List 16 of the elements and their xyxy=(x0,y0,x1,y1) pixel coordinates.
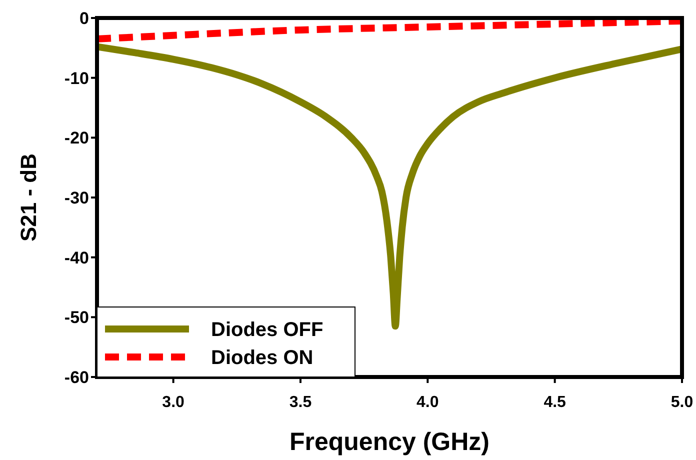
y-tick-label: -30 xyxy=(64,188,89,208)
y-tick-label: -40 xyxy=(64,248,89,268)
x-tick-label: 5.0 xyxy=(670,394,694,411)
x-tick-label: 4.5 xyxy=(544,394,566,411)
y-tick-label: 0 xyxy=(80,8,89,28)
y-tick-label: -50 xyxy=(64,308,89,328)
legend-label: Diodes ON xyxy=(211,347,314,369)
x-axis-title: Frequency (GHz) xyxy=(289,428,490,456)
y-tick-label: -10 xyxy=(64,68,89,88)
legend-label: Diodes OFF xyxy=(211,319,324,341)
x-tick-label: 3.5 xyxy=(289,394,312,411)
y-tick-label: -20 xyxy=(64,128,89,148)
x-tick-label: 4.0 xyxy=(416,394,439,411)
x-tick-label: 3.0 xyxy=(162,394,185,411)
y-tick-label: -60 xyxy=(64,368,89,387)
y-axis-title: S21 - dB xyxy=(16,153,41,242)
